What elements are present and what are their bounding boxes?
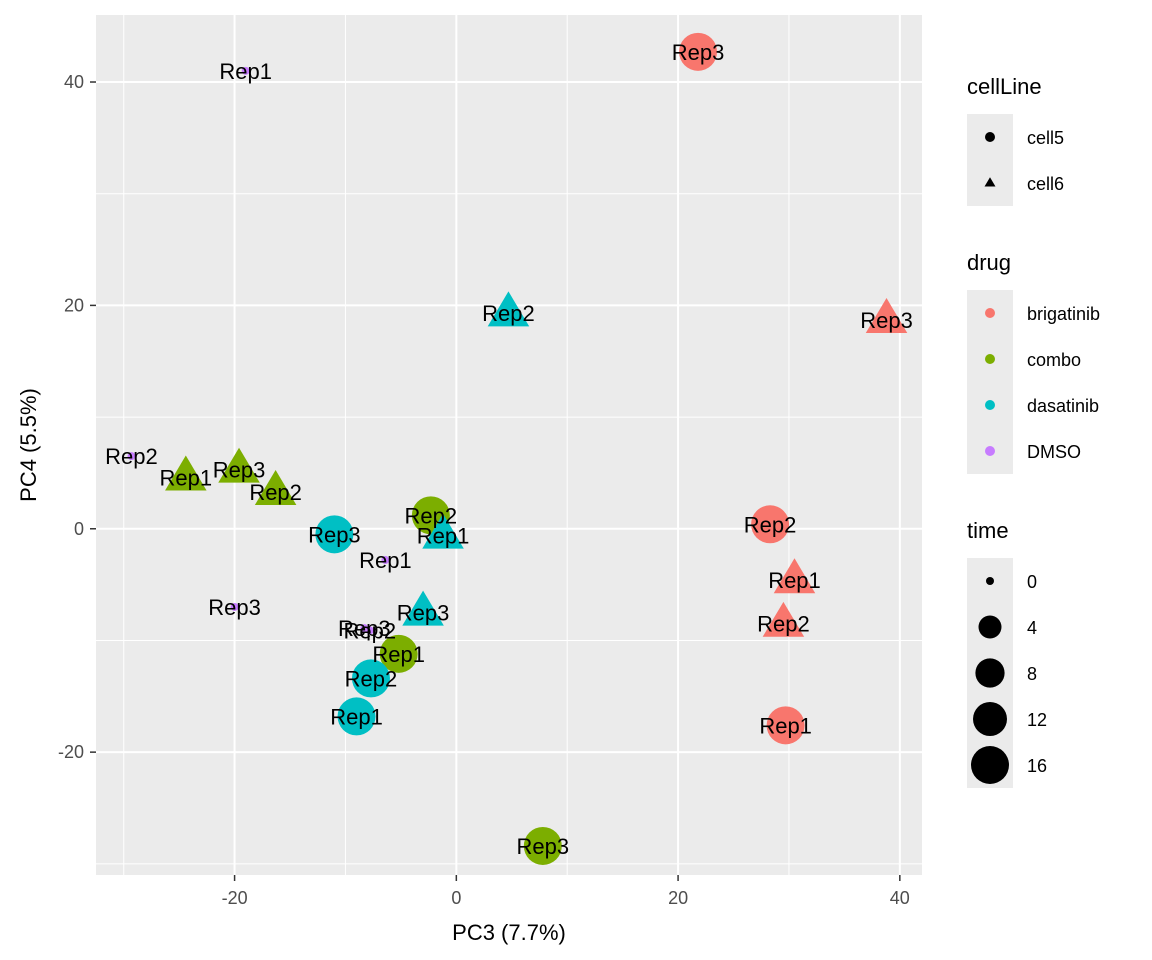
point-label: Rep1: [219, 59, 272, 84]
point-label: Rep3: [517, 834, 570, 859]
legend-label: 4: [1027, 618, 1037, 638]
point-label: Rep1: [759, 713, 812, 738]
legend-key-color: [985, 354, 995, 364]
legend-key-triangle: [984, 177, 996, 187]
y-tick-label: -20: [58, 742, 84, 762]
x-tick-label: 40: [890, 888, 910, 908]
legend-label: cell6: [1027, 174, 1064, 194]
data-point: [402, 590, 444, 626]
legends: cellLine cell5 cell6 drug brigatinib combo das…: [967, 74, 1100, 788]
legend-label: combo: [1027, 350, 1081, 370]
point-label: Rep3: [672, 40, 725, 65]
x-tick-label: -20: [222, 888, 248, 908]
data-point: [241, 66, 250, 75]
data-point: [127, 452, 136, 461]
data-points: [127, 32, 908, 865]
legend-key-circle: [985, 132, 995, 142]
data-point: [230, 602, 239, 611]
point-label: Rep3: [338, 616, 391, 641]
point-label: Rep1: [160, 465, 213, 490]
plot-panel: [96, 15, 922, 875]
data-point: [751, 505, 790, 544]
legend-key-size: [986, 577, 994, 585]
data-point: [773, 558, 816, 594]
data-point: [365, 626, 374, 635]
legend-title: cellLine: [967, 74, 1042, 99]
legend-key-color: [985, 308, 995, 318]
point-label: Rep2: [405, 503, 458, 528]
point-label: Rep2: [345, 666, 398, 691]
data-point: [865, 298, 908, 334]
data-point: [379, 634, 418, 673]
point-label: Rep3: [308, 522, 361, 547]
data-point: [254, 470, 297, 506]
x-tick-label: 20: [668, 888, 688, 908]
data-point: [165, 455, 207, 491]
legend-title: drug: [967, 250, 1011, 275]
legend-label: brigatinib: [1027, 304, 1100, 324]
legend-key-color: [985, 400, 995, 410]
x-tick-label: 0: [451, 888, 461, 908]
legend-label: 12: [1027, 710, 1047, 730]
data-point: [337, 697, 376, 736]
data-point: [218, 447, 260, 483]
data-point: [381, 556, 390, 565]
data-point: [487, 291, 530, 327]
legend-key-size: [975, 658, 1005, 688]
point-label: Rep1: [330, 704, 383, 729]
data-point: [766, 706, 805, 745]
x-axis: -20 0 20 40: [222, 875, 910, 908]
legend-label: 8: [1027, 664, 1037, 684]
point-label: Rep1: [768, 568, 821, 593]
y-tick-label: 40: [64, 72, 84, 92]
legend-label: cell5: [1027, 128, 1064, 148]
point-label: Rep3: [208, 595, 261, 620]
legend-key-color: [985, 446, 995, 456]
data-point: [523, 826, 562, 865]
legend-key-size: [971, 746, 1009, 784]
y-axis-title: PC4 (5.5%): [16, 388, 41, 502]
legend-title: time: [967, 518, 1009, 543]
x-axis-title: PC3 (7.7%): [452, 920, 566, 945]
point-label: Rep2: [744, 512, 797, 537]
point-label: Rep3: [397, 601, 450, 626]
legend-label: 0: [1027, 572, 1037, 592]
point-label: Rep3: [213, 458, 266, 483]
legend-key-background: [967, 114, 1013, 206]
point-label: Rep2: [344, 618, 397, 643]
data-point: [351, 659, 390, 698]
legend-label: dasatinib: [1027, 396, 1099, 416]
data-point: [315, 515, 354, 554]
data-point: [679, 32, 718, 71]
point-label: Rep2: [482, 301, 535, 326]
point-label: Rep2: [757, 612, 810, 637]
point-label: Rep1: [417, 523, 470, 548]
y-axis: -20 0 20 40: [58, 72, 96, 762]
data-point: [762, 601, 805, 637]
point-label: Rep3: [860, 308, 913, 333]
point-label: Rep2: [249, 480, 302, 505]
legend-label: 16: [1027, 756, 1047, 776]
point-label: Rep1: [372, 642, 425, 667]
legend-key-size: [978, 615, 1002, 639]
data-point: [422, 513, 464, 549]
y-tick-label: 20: [64, 295, 84, 315]
legend-label: DMSO: [1027, 442, 1081, 462]
point-label: Rep1: [359, 548, 412, 573]
point-label: Rep2: [105, 444, 158, 469]
y-tick-label: 0: [74, 519, 84, 539]
legend-key-background: [967, 290, 1013, 474]
legend-key-size: [973, 702, 1007, 736]
